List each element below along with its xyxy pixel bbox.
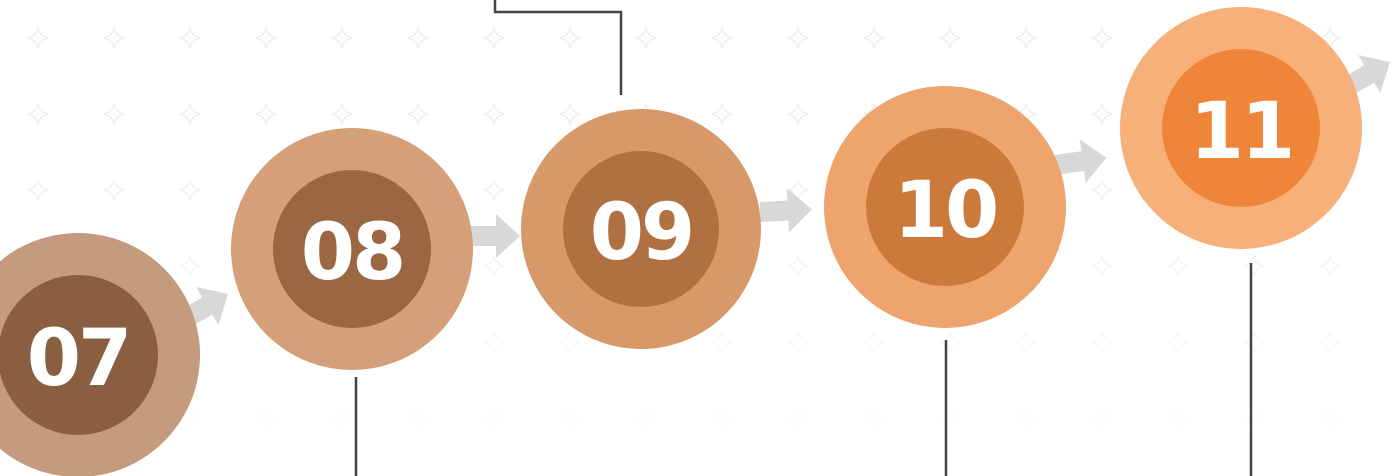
step-label: 10 [894,166,997,256]
step-10: 10 [824,86,1066,328]
step-label: 07 [27,314,130,404]
connector-lines [354,0,1253,476]
step-label: 09 [590,188,693,278]
step-08: 08 [231,128,473,370]
step-label: 08 [301,208,404,298]
step-09: 09 [521,109,761,349]
step-07: 07 [0,233,200,476]
step-11: 11 [1120,7,1362,249]
step-label: 11 [1190,87,1293,177]
